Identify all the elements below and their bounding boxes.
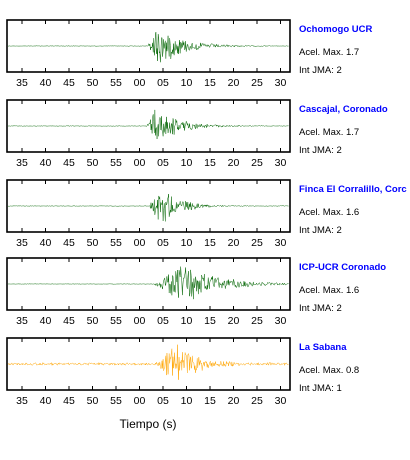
panel-2: 35 40 45 50 55 00 05 10 15 20 25 30 Cascajal, Corona… [6,99,388,169]
x-tick-label: 45 [63,77,75,89]
panel-frame [6,19,291,73]
x-tick-label: 10 [181,395,193,407]
x-tick-label: 35 [16,157,28,169]
x-tick-label: 20 [228,77,240,89]
waveform-trace [7,193,289,222]
panel-frame [6,257,291,311]
x-tick-label: 05 [157,157,169,169]
station-acel-max: Acel. Max. 1.7 [299,47,359,58]
x-tick-label: 25 [251,157,263,169]
x-tick-label: 55 [110,237,122,249]
x-tick-label: 50 [87,157,99,169]
x-tick-label: 15 [204,237,216,249]
station-name: Cascajal, Coronado [299,104,388,115]
station-int-jma: Int JMA: 2 [299,303,342,314]
x-tick-label: 40 [40,315,52,327]
x-tick-label: 35 [16,395,28,407]
x-tick-label: 00 [134,395,146,407]
x-tick-label: 45 [63,315,75,327]
x-tick-label: 10 [181,77,193,89]
x-tick-label: 20 [228,315,240,327]
station-acel-max: Acel. Max. 1.6 [299,207,359,218]
station-int-jma: Int JMA: 1 [299,383,342,394]
panel-frame [6,99,291,153]
x-tick-label: 25 [251,315,263,327]
x-tick-label: 50 [87,315,99,327]
panel-frame [6,337,291,391]
x-tick-label: 25 [251,395,263,407]
x-tick-label: 10 [181,315,193,327]
waveform-trace [7,344,289,380]
x-tick-label: 45 [63,237,75,249]
station-acel-max: Acel. Max. 0.8 [299,365,359,376]
x-tick-label: 10 [181,157,193,169]
x-tick-label: 50 [87,395,99,407]
waveform-trace [7,266,289,300]
x-tick-label: 45 [63,157,75,169]
station-int-jma: Int JMA: 2 [299,225,342,236]
x-tick-label: 35 [16,237,28,249]
panel-1: 35 40 45 50 55 00 05 10 15 20 25 30 Ochomogo UCR Acel… [6,19,372,89]
x-tick-label: 00 [134,237,146,249]
station-name: La Sabana [299,342,347,353]
x-tick-label: 30 [275,157,287,169]
station-name: Finca El Corralillo, Corc [299,184,407,195]
x-tick-label: 30 [275,237,287,249]
x-tick-label: 35 [16,77,28,89]
station-name: ICP-UCR Coronado [299,262,386,273]
x-tick-label: 05 [157,77,169,89]
station-int-jma: Int JMA: 2 [299,145,342,156]
x-tick-label: 55 [110,157,122,169]
station-name: Ochomogo UCR [299,24,372,35]
x-tick-label: 15 [204,157,216,169]
x-tick-label: 00 [134,315,146,327]
x-tick-label: 20 [228,157,240,169]
x-tick-label: 40 [40,77,52,89]
x-tick-label: 20 [228,395,240,407]
x-tick-label: 50 [87,237,99,249]
x-tick-label: 45 [63,395,75,407]
waveform-trace [7,109,289,140]
panel-3: 35 40 45 50 55 00 05 10 15 20 25 30 Finca El Corrali… [6,179,407,249]
x-tick-label: 00 [134,77,146,89]
station-acel-max: Acel. Max. 1.6 [299,285,359,296]
x-tick-label: 40 [40,395,52,407]
x-tick-label: 00 [134,157,146,169]
panel-4: 35 40 45 50 55 00 05 10 15 20 25 30 ICP-UCR Coronado… [6,257,386,327]
station-int-jma: Int JMA: 2 [299,65,342,76]
x-tick-label: 10 [181,237,193,249]
x-tick-label: 50 [87,77,99,89]
station-acel-max: Acel. Max. 1.7 [299,127,359,138]
x-tick-label: 05 [157,237,169,249]
x-tick-label: 20 [228,237,240,249]
x-tick-label: 05 [157,315,169,327]
panel-5: 35 40 45 50 55 00 05 10 15 20 25 30 La Sabana Acel. M… [6,337,359,407]
x-tick-label: 30 [275,315,287,327]
x-tick-label: 15 [204,315,216,327]
x-axis-title: Tiempo (s) [120,417,177,431]
x-tick-label: 15 [204,395,216,407]
x-tick-label: 35 [16,315,28,327]
x-tick-label: 55 [110,77,122,89]
x-tick-label: 15 [204,77,216,89]
x-tick-label: 55 [110,395,122,407]
x-tick-label: 55 [110,315,122,327]
x-tick-label: 05 [157,395,169,407]
x-tick-label: 40 [40,237,52,249]
waveform-trace [7,31,289,63]
x-tick-label: 25 [251,237,263,249]
x-tick-label: 30 [275,77,287,89]
x-tick-label: 40 [40,157,52,169]
x-tick-label: 25 [251,77,263,89]
panel-frame [6,179,291,233]
x-tick-label: 30 [275,395,287,407]
